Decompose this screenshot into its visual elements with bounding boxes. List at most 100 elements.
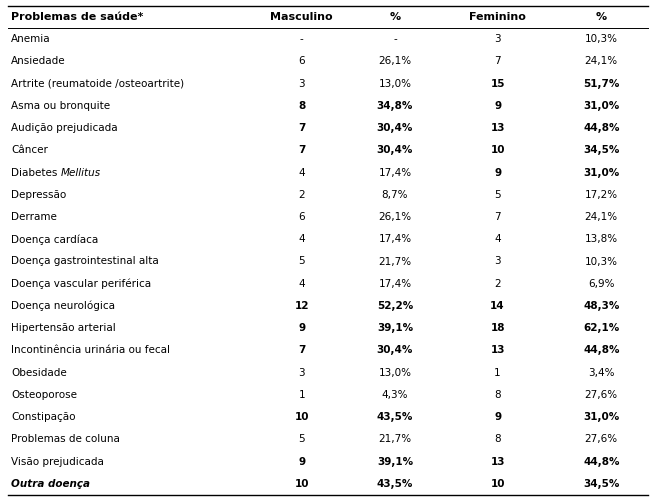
Text: 31,0%: 31,0%: [583, 168, 619, 178]
Text: 51,7%: 51,7%: [583, 79, 619, 89]
Text: 4: 4: [298, 168, 305, 178]
Text: 62,1%: 62,1%: [583, 323, 619, 333]
Text: 21,7%: 21,7%: [378, 435, 411, 445]
Text: 18: 18: [490, 323, 505, 333]
Text: 9: 9: [494, 412, 501, 422]
Text: 44,8%: 44,8%: [583, 457, 619, 467]
Text: 17,4%: 17,4%: [378, 234, 411, 245]
Text: 13,0%: 13,0%: [379, 368, 411, 378]
Text: 7: 7: [298, 145, 305, 155]
Text: 39,1%: 39,1%: [377, 323, 413, 333]
Text: 2: 2: [494, 279, 501, 289]
Text: %: %: [389, 12, 400, 22]
Text: Doença gastrointestinal alta: Doença gastrointestinal alta: [11, 256, 159, 266]
Text: Osteoporose: Osteoporose: [11, 390, 77, 400]
Text: 6: 6: [298, 212, 305, 222]
Text: 27,6%: 27,6%: [585, 435, 618, 445]
Text: Derrame: Derrame: [11, 212, 57, 222]
Text: 7: 7: [494, 212, 501, 222]
Text: 3: 3: [494, 256, 501, 266]
Text: 8,7%: 8,7%: [382, 190, 408, 200]
Text: -: -: [300, 34, 303, 44]
Text: 10: 10: [490, 479, 505, 489]
Text: 13: 13: [490, 345, 505, 355]
Text: 10: 10: [294, 412, 309, 422]
Text: Mellitus: Mellitus: [61, 168, 101, 178]
Text: 3: 3: [298, 368, 305, 378]
Text: 5: 5: [298, 435, 305, 445]
Text: 5: 5: [298, 256, 305, 266]
Text: 10,3%: 10,3%: [585, 256, 618, 266]
Text: 8: 8: [494, 435, 501, 445]
Text: 4: 4: [298, 279, 305, 289]
Text: 17,4%: 17,4%: [378, 168, 411, 178]
Text: 21,7%: 21,7%: [378, 256, 411, 266]
Text: Diabetes: Diabetes: [11, 168, 61, 178]
Text: 24,1%: 24,1%: [585, 212, 618, 222]
Text: 34,5%: 34,5%: [583, 145, 619, 155]
Text: 15: 15: [490, 79, 505, 89]
Text: 24,1%: 24,1%: [585, 56, 618, 66]
Text: 17,2%: 17,2%: [585, 190, 618, 200]
Text: Ansiedade: Ansiedade: [11, 56, 65, 66]
Text: 44,8%: 44,8%: [583, 123, 619, 133]
Text: 52,2%: 52,2%: [377, 301, 413, 311]
Text: 34,5%: 34,5%: [583, 479, 619, 489]
Text: 7: 7: [494, 56, 501, 66]
Text: 12: 12: [294, 301, 309, 311]
Text: 9: 9: [298, 323, 305, 333]
Text: 31,0%: 31,0%: [583, 412, 619, 422]
Text: 43,5%: 43,5%: [377, 412, 413, 422]
Text: 26,1%: 26,1%: [378, 212, 411, 222]
Text: 4,3%: 4,3%: [382, 390, 408, 400]
Text: 10: 10: [490, 145, 505, 155]
Text: 17,4%: 17,4%: [378, 279, 411, 289]
Text: Problemas de coluna: Problemas de coluna: [11, 435, 120, 445]
Text: Câncer: Câncer: [11, 145, 48, 155]
Text: 10: 10: [294, 479, 309, 489]
Text: Doença neurológica: Doença neurológica: [11, 301, 115, 311]
Text: Anemia: Anemia: [11, 34, 50, 44]
Text: %: %: [596, 12, 607, 22]
Text: -: -: [393, 34, 397, 44]
Text: 8: 8: [298, 101, 305, 111]
Text: 26,1%: 26,1%: [378, 56, 411, 66]
Text: 8: 8: [494, 390, 501, 400]
Text: 10,3%: 10,3%: [585, 34, 618, 44]
Text: 4: 4: [298, 234, 305, 245]
Text: 27,6%: 27,6%: [585, 390, 618, 400]
Text: 39,1%: 39,1%: [377, 457, 413, 467]
Text: 6: 6: [298, 56, 305, 66]
Text: 31,0%: 31,0%: [583, 101, 619, 111]
Text: 7: 7: [298, 123, 305, 133]
Text: 4: 4: [494, 234, 501, 245]
Text: Doença vascular periférica: Doença vascular periférica: [11, 278, 151, 289]
Text: 9: 9: [494, 101, 501, 111]
Text: Obesidade: Obesidade: [11, 368, 67, 378]
Text: 30,4%: 30,4%: [377, 123, 413, 133]
Text: Hipertensão arterial: Hipertensão arterial: [11, 323, 116, 333]
Text: Constipação: Constipação: [11, 412, 75, 422]
Text: 9: 9: [494, 168, 501, 178]
Text: Feminino: Feminino: [469, 12, 526, 22]
Text: 13,8%: 13,8%: [585, 234, 618, 245]
Text: Incontinência urinária ou fecal: Incontinência urinária ou fecal: [11, 345, 170, 355]
Text: Audição prejudicada: Audição prejudicada: [11, 123, 118, 133]
Text: 1: 1: [298, 390, 305, 400]
Text: 6,9%: 6,9%: [588, 279, 615, 289]
Text: Masculino: Masculino: [271, 12, 333, 22]
Text: 1: 1: [494, 368, 501, 378]
Text: 13,0%: 13,0%: [379, 79, 411, 89]
Text: 9: 9: [298, 457, 305, 467]
Text: 14: 14: [490, 301, 505, 311]
Text: 2: 2: [298, 190, 305, 200]
Text: Outra doença: Outra doença: [11, 479, 90, 489]
Text: 7: 7: [298, 345, 305, 355]
Text: 3,4%: 3,4%: [588, 368, 615, 378]
Text: 13: 13: [490, 123, 505, 133]
Text: Problemas de saúde*: Problemas de saúde*: [11, 12, 143, 22]
Text: Depressão: Depressão: [11, 190, 66, 200]
Text: 43,5%: 43,5%: [377, 479, 413, 489]
Text: 5: 5: [494, 190, 501, 200]
Text: Artrite (reumatoide /osteoartrite): Artrite (reumatoide /osteoartrite): [11, 79, 184, 89]
